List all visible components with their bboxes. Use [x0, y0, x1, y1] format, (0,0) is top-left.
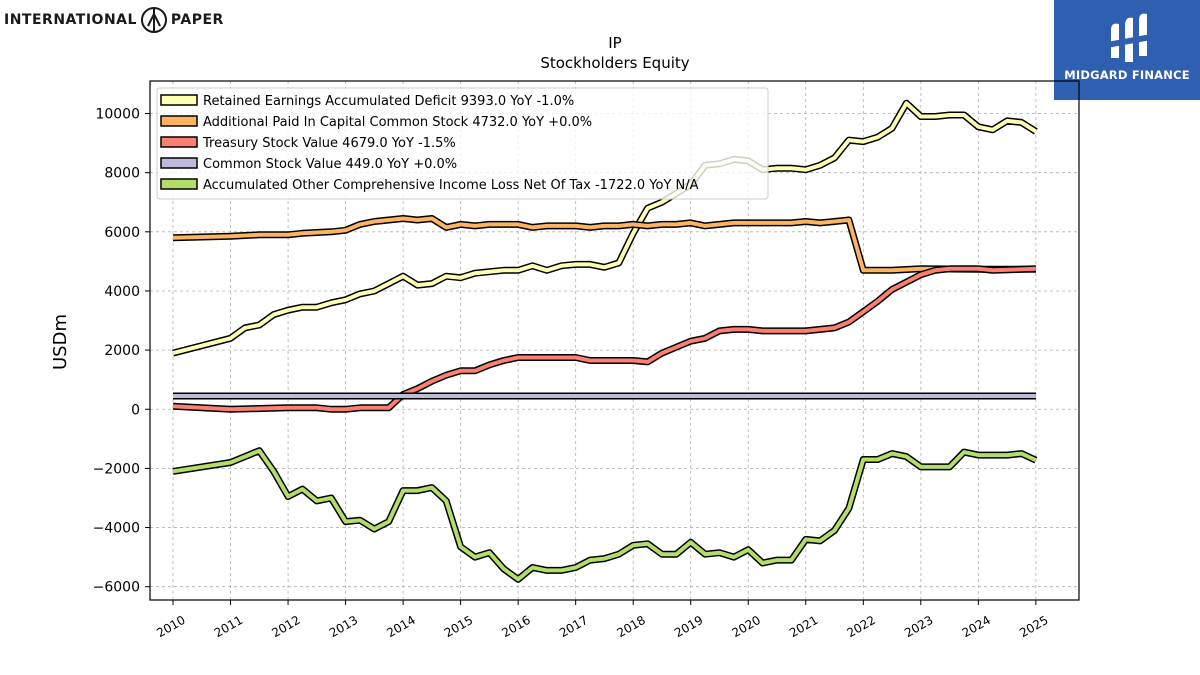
legend-box	[156, 87, 769, 200]
legend-entry: Accumulated Other Comprehensive Income L…	[203, 178, 699, 193]
y-tick-label: 10000	[95, 107, 140, 123]
x-tick-label: 2013	[327, 613, 360, 640]
x-tick-label: 2010	[154, 613, 187, 640]
x-tick-label: 2018	[614, 613, 647, 640]
y-axis-label: USDm	[50, 314, 71, 370]
y-tick-label: 2000	[104, 343, 140, 359]
international-paper-logo: INTERNATIONAL PAPER	[4, 4, 224, 36]
plot-frame	[149, 80, 1080, 601]
logo-text-right-part: PAPER	[170, 12, 224, 28]
series-line-2	[172, 266, 1036, 412]
x-tick-label: 2016	[499, 613, 532, 640]
x-tick-label: 2019	[672, 613, 705, 640]
legend-swatch	[160, 136, 198, 148]
x-tick-label: 2022	[845, 613, 878, 640]
x-tick-label: 2015	[442, 613, 475, 640]
legend: Retained Earnings Accumulated Deficit 93…	[156, 87, 769, 200]
y-tick-label: −4000	[93, 521, 140, 537]
chart-subtitle: Stockholders Equity	[540, 54, 689, 72]
brand-name: MIDGARD FINANCE	[1064, 68, 1190, 82]
brand-emblem-icon	[1107, 13, 1151, 62]
x-tick-label: 2012	[269, 613, 302, 640]
legend-entry: Common Stock Value 449.0 YoY +0.0%	[203, 157, 457, 172]
logo-text-left-part: INTERNATIONAL	[4, 12, 137, 28]
x-tick-label: 2024	[960, 613, 993, 640]
y-tick-label: −6000	[93, 580, 140, 596]
legend-entry: Treasury Stock Value 4679.0 YoY -1.5%	[202, 136, 456, 151]
legend-entry: Retained Earnings Accumulated Deficit 93…	[203, 94, 574, 109]
y-tick-label: 6000	[104, 225, 140, 241]
x-tick-label: 2014	[384, 613, 417, 640]
series-line-0	[172, 101, 1037, 356]
y-tick-label: 8000	[104, 166, 140, 182]
legend-swatch	[160, 178, 198, 190]
series-outline-2	[172, 265, 1037, 413]
x-tick-label: 2020	[730, 613, 763, 640]
x-tick-label: 2011	[212, 613, 245, 640]
series-line-4	[172, 448, 1037, 582]
midgard-finance-logo: MIDGARD FINANCE	[1054, 0, 1200, 100]
series-line-1	[172, 216, 1036, 273]
legend-swatch	[160, 157, 198, 169]
legend-swatch	[160, 115, 198, 127]
series-lines	[172, 99, 1038, 583]
legend-swatch	[160, 94, 198, 106]
x-tick-label: 2021	[787, 613, 820, 640]
x-tick-label: 2023	[902, 613, 935, 640]
y-tick-label: −2000	[93, 461, 140, 477]
y-tick-label: 0	[131, 402, 140, 418]
tree-emblem-icon	[140, 7, 167, 33]
x-tick-label: 2017	[557, 613, 590, 640]
chart-title: IP	[608, 34, 621, 52]
y-tick-label: 4000	[104, 284, 140, 300]
legend-entry: Additional Paid In Capital Common Stock …	[203, 115, 592, 130]
x-tick-label: 2025	[1017, 613, 1050, 640]
